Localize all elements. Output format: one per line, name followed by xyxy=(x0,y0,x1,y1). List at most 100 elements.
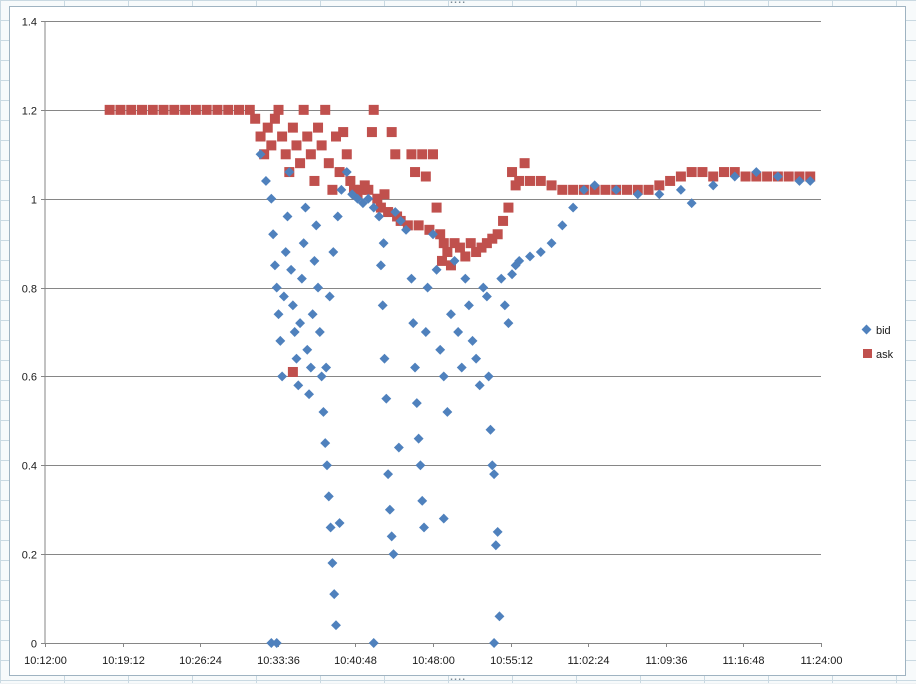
bid-point xyxy=(546,238,557,249)
bid-point xyxy=(298,238,309,249)
bid-point xyxy=(273,309,284,320)
y-tick-label: 0.6 xyxy=(22,372,37,384)
ask-point xyxy=(420,171,431,182)
bid-point xyxy=(395,215,406,226)
bid-point xyxy=(654,189,665,200)
bid-point xyxy=(794,175,805,186)
bid-point xyxy=(514,255,525,266)
ask-point xyxy=(115,104,126,115)
resize-handle-top[interactable]: ···· xyxy=(450,0,467,7)
ask-point xyxy=(436,255,447,266)
bid-point xyxy=(632,189,643,200)
ask-point xyxy=(471,247,482,258)
series-ask xyxy=(104,104,816,377)
x-tick-label: 10:26:24 xyxy=(179,655,222,667)
ask-point xyxy=(719,167,729,178)
bid-point xyxy=(260,175,271,186)
ask-point xyxy=(492,229,503,240)
ask-point xyxy=(341,149,352,160)
ask-point xyxy=(460,251,471,262)
ask-point xyxy=(201,104,212,115)
ask-point xyxy=(686,167,697,178)
bid-point xyxy=(375,260,386,271)
y-tick-label: 1.4 xyxy=(22,17,37,29)
bid-point xyxy=(332,211,343,222)
ask-point xyxy=(287,366,298,377)
bid-point xyxy=(271,282,282,293)
bid-point xyxy=(321,362,332,373)
bid-point xyxy=(341,167,352,178)
bid-point xyxy=(494,611,505,622)
bid-point xyxy=(503,318,514,329)
ask-point xyxy=(372,193,383,204)
bid-point xyxy=(507,269,517,280)
bid-point xyxy=(611,184,622,195)
ask-point xyxy=(147,104,158,115)
bid-point xyxy=(293,380,304,391)
bid-point xyxy=(266,638,277,648)
chart-area[interactable] xyxy=(9,6,906,676)
bid-point xyxy=(499,300,510,311)
bid-point xyxy=(329,589,340,600)
bid-point xyxy=(384,504,395,515)
x-tick-label: 11:24:00 xyxy=(800,655,842,667)
ask-point xyxy=(190,104,201,115)
ask-point xyxy=(383,207,394,218)
ask-point xyxy=(313,122,324,133)
ask-point xyxy=(557,184,568,195)
bid-point xyxy=(460,273,471,284)
legend-label-bid: bid xyxy=(876,325,891,337)
bid-point xyxy=(442,407,453,417)
bid-point xyxy=(278,291,289,302)
bid-point xyxy=(406,273,417,284)
ask-point xyxy=(487,233,498,244)
bid-point xyxy=(318,407,329,417)
ask-point xyxy=(568,184,579,195)
ask-point xyxy=(708,171,719,182)
ask-point xyxy=(266,140,277,151)
ask-point xyxy=(363,184,374,195)
legend[interactable]: bid ask xyxy=(861,324,894,361)
bid-point xyxy=(435,344,446,355)
ask-point xyxy=(535,175,546,186)
bid-point xyxy=(334,518,345,528)
ask-point xyxy=(104,104,115,115)
ask-point xyxy=(126,104,137,115)
bid-point xyxy=(304,389,315,400)
bid-point xyxy=(751,167,762,178)
bid-point xyxy=(496,273,507,284)
ask-point xyxy=(410,167,421,178)
bid-point xyxy=(302,344,313,355)
bid-point xyxy=(485,424,496,435)
ask-point xyxy=(375,202,386,213)
y-tick-label: 0 xyxy=(31,639,37,651)
bid-point xyxy=(363,193,374,204)
ask-point xyxy=(431,202,442,213)
bid-point xyxy=(446,309,456,320)
bid-point xyxy=(280,247,291,257)
x-tick-label: 10:55:12 xyxy=(490,655,533,667)
ask-point xyxy=(309,175,320,186)
bid-point xyxy=(525,251,535,262)
ask-point xyxy=(320,104,331,115)
bid-point xyxy=(296,273,307,284)
ask-point xyxy=(280,149,291,160)
bid-point xyxy=(413,433,424,444)
ask-point xyxy=(503,202,514,213)
y-tick-label: 1 xyxy=(31,195,37,207)
resize-handle-bottom[interactable]: ···· xyxy=(450,675,467,684)
legend-marker-bid xyxy=(861,324,872,335)
ask-point xyxy=(366,127,377,138)
ask-point xyxy=(600,184,611,195)
ask-point xyxy=(334,167,345,178)
bid-point xyxy=(368,638,379,648)
ask-point xyxy=(212,104,223,115)
ask-point xyxy=(424,224,435,235)
ask-point xyxy=(327,184,338,195)
ask-point xyxy=(519,158,530,169)
bid-point xyxy=(291,353,302,364)
ask-point xyxy=(250,113,261,124)
y-tick-label: 0.8 xyxy=(22,284,37,296)
bid-point xyxy=(675,184,686,195)
ask-point xyxy=(262,122,273,133)
